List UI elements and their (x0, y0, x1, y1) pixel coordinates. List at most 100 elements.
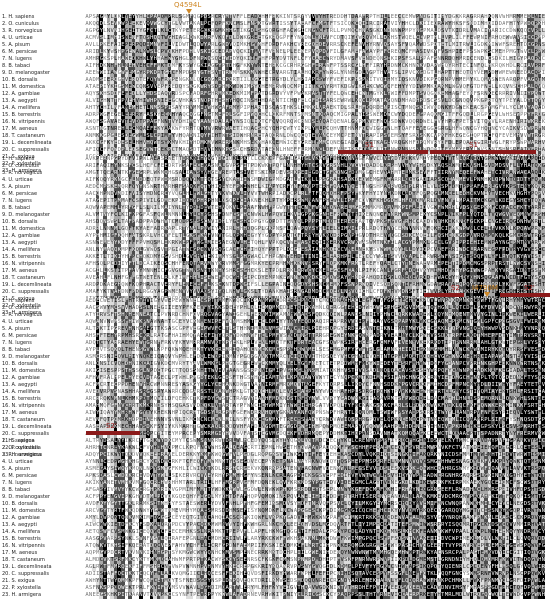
residue: W (541, 49, 545, 56)
sequence-row: AMHRGKSPLHAWEDKHWLYHHAHWYGHGLDFNPWQSQCIW… (85, 56, 548, 63)
sequence-row: AQYSKHSDDFEFEDLLYHDSIAQYRDSPCFADRFGHRMMK… (85, 91, 548, 98)
sequence-row: AQWVAPEMHLYRFGFLSLNILMAIYNLTYDRIDEWTEHVQ… (85, 205, 548, 212)
species-label: 17. M. aeneus (2, 268, 82, 275)
species-label: 1. H. sapiens (2, 156, 82, 163)
residue: R (541, 133, 545, 140)
residue: L (541, 28, 545, 35)
residue: N (541, 177, 545, 184)
sequence-row: ARIDLKYWSHPGEWALMWSLCPVQKHFPDHLVSKIGCEDA… (85, 49, 548, 56)
species-label: 11. M. domestica (2, 226, 82, 233)
species-label: 9. D. melanogaster (2, 70, 82, 77)
sequence-row: AWQFSGAVAEVTEVDTPPAGFNNTVYDHIMCYAANHDALA… (85, 119, 548, 126)
residue: R (541, 184, 545, 191)
residue: G (541, 112, 545, 119)
residue: E (541, 14, 545, 21)
species-label: 20. C. suppressalis (2, 147, 82, 154)
residue: K (541, 119, 545, 126)
species-label: 7. N. lugens (2, 198, 82, 205)
sequence-row: ADRPWGFEGELEERRYFASKYECNHYAQCQGGFNGTMEFD… (85, 112, 548, 119)
species-label: 13. A. aegypti (2, 98, 82, 105)
sequence-row: AIFHDKNHFHLNEHVEHCFFMKTDMFKYSWYGKIAGGYPT… (85, 63, 548, 70)
species-label: 8. B. tabaci (2, 205, 82, 212)
species-label: 1. H. sapiens (2, 14, 82, 21)
species-label: 13. A. aegypti (2, 240, 82, 247)
residue: T (541, 91, 545, 98)
residue: I (541, 70, 545, 77)
residue: K (541, 170, 545, 177)
species-label: 19. L. decemlineata (2, 282, 82, 289)
species-label: 3. R. norvegicus (2, 170, 82, 177)
residue: C (541, 247, 545, 254)
species-label: 16. N. vitripennis (2, 261, 82, 268)
sequence-row: AIFKQQYRKNGCFLNDDEQTPWDMSRDDQVQMTHQTSSYC… (85, 177, 548, 184)
sequence-row: AYPHHMIGFKQHFATSKRLVHCVFELTLGKSFKAFVNVTG… (85, 233, 548, 240)
residue: V (541, 140, 545, 147)
sequence-row: AADMSIERQGHVERQTEFQYWFRMPENGKNLQCGQGMRCP… (85, 77, 548, 84)
species-label: 6. M. persicae (2, 49, 82, 56)
sequence-row: APSAGMYLDKLYEYYHLCPAAQMPRLSGMFQGPDSRCRYM… (85, 14, 548, 21)
species-label: 18. T. castaneum (2, 275, 82, 282)
species-label: 14. A. mellifera (2, 247, 82, 254)
species-label: 12. A. gambiae (2, 233, 82, 240)
residue: W (541, 240, 545, 247)
sequence-row: ASNWEMEYYKDYFFFPVHQSMLIKRKWEPFMWGLMIESAE… (85, 240, 548, 247)
residue: D (541, 156, 545, 163)
species-label: 9. D. melanogaster (2, 212, 82, 219)
residue: L (541, 219, 545, 226)
sequence-row: ALVIGHNTTFPVEHVHIWHPNIEEGCVHKASTNQPTHISH… (85, 98, 548, 105)
sequence-row: ADRRLNNNMLGQFTKYAEFADRKAPLRTYNALPNWIYANI… (85, 226, 548, 233)
residue: N (541, 126, 545, 133)
residue: P (541, 226, 545, 233)
species-label: 7. N. lugens (2, 56, 82, 63)
residue: E (541, 205, 545, 212)
species-label: 15. B. terrestris (2, 254, 82, 261)
sequence-row: AEDCMPSKEMQRFQYYNSWRTHNRHRFSAQKFQTYHIQEY… (85, 184, 548, 191)
sequence-row: AEEWWIIAWGWFEMGYRPKDRTGHCFMPDSRYGTHSVTTR… (85, 70, 548, 77)
sequence-row: AKQQDLSEVKWPEEKEVQVWGCYTGLVWTAKALPCFQPFK… (85, 21, 548, 28)
species-label: 15. B. terrestris (2, 112, 82, 119)
species-label: 16. N. vitripennis (2, 119, 82, 126)
residue: S (541, 42, 545, 49)
residue: H (541, 21, 545, 28)
residue: P (541, 35, 545, 42)
sequence-row: ATAEPIYKIGSMEWCQNSVVEPFREDQYSKGKWRYSDPHM… (85, 84, 548, 91)
residue: A (541, 147, 545, 154)
residue: F (541, 63, 545, 70)
sequence-row: AMGTTQEARNTKFGEGRPLWKMQHGSALIAWSYVHGEWRE… (85, 170, 548, 177)
residue: F (541, 254, 545, 261)
species-label: 12. A. gambiae (2, 91, 82, 98)
species-label: 8. B. tabaci (2, 63, 82, 70)
species-label: 5. A. pisum (2, 184, 82, 191)
residue: G (541, 163, 545, 170)
species-label: 3. R. norvegicus (2, 28, 82, 35)
species-label: 4. U. urticae (2, 35, 82, 42)
sequence-row: AACQHPNDVMDIFVISYHDNCRCYVQGLHLFWLGHTYNKV… (85, 191, 548, 198)
residue: V (541, 191, 545, 198)
species-label: 2. O. cuniculus (2, 21, 82, 28)
residue: A (541, 198, 545, 205)
sequence-row: AGPGYLNVNIHGEITYGFCTLKLCTKYPETERGCKRGMKH… (85, 28, 548, 35)
residue: C (541, 56, 545, 63)
species-label: 10. B. dorsalis (2, 219, 82, 226)
species-label: 14. A. mellifera (2, 105, 82, 112)
species-label: 10. B. dorsalis (2, 77, 82, 84)
residue: H (541, 212, 545, 219)
species-label: 11. M. domestica (2, 84, 82, 91)
residue: S (541, 233, 545, 240)
residue: Q (541, 84, 545, 91)
sequence-row: AVLLPKEFAIEPERPQDIMNVFILVIDWTLQDWYARLGWD… (85, 42, 548, 49)
residue: M (541, 77, 545, 84)
sequence-row: AHSDQNSWSLTAFPADPPADWHWTCMQDPSFSSCNVIDHL… (85, 219, 548, 226)
sequence-row: AVKPERNPGPYDFVIPWLAEASRWETTDRKKIHYQGYDGI… (85, 156, 548, 163)
sequence-row: ANLNYMAQQKMPFKQLGVWQSVTPGIATWCGPCWVVSQGC… (85, 247, 548, 254)
species-label: 17. M. aeneus (2, 126, 82, 133)
sequence-rows: AVKPERNPGPYDFVIPWLAEASRWETTDRKKIHYQGYDGI… (85, 156, 548, 317)
residue: D (541, 105, 545, 112)
sequence-row: AFHSQLPCDIIYFTLDCAIKEQSCHHFENQTARVMWYKRV… (85, 261, 548, 268)
sequence-row: ANMKKGPGLESDEGWMLSLCPIMFYVHQADNIQYFIHTWT… (85, 133, 548, 140)
species-label: 18. T. castaneum (2, 133, 82, 140)
sequence-row: AKKETLTIKIYHFPCHQKDMYGGVSHDLGVCHWIEKIMMY… (85, 254, 548, 261)
sequence-row: ALVMTNYFCLKIFKPGFASFQWLNMNNLHYLCYPGHSFDN… (85, 212, 548, 219)
